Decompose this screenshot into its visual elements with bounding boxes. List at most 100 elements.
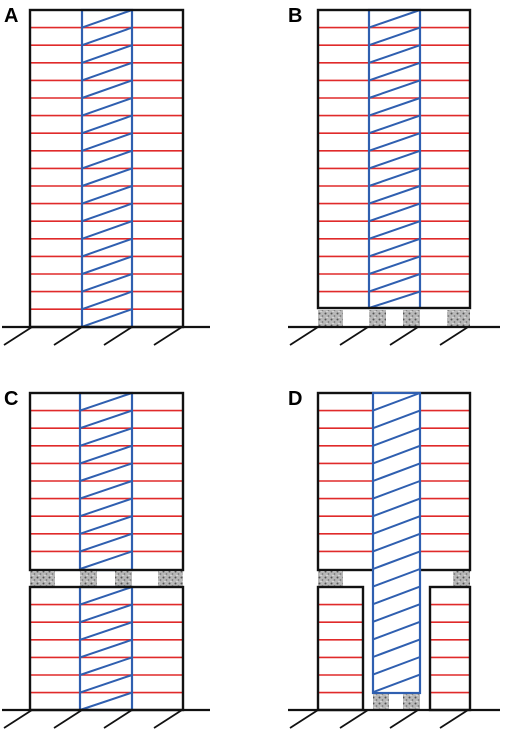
core-brace (368, 26, 421, 47)
core (371, 391, 422, 695)
core-brace (368, 114, 421, 135)
core-brace (81, 26, 133, 47)
core-brace (368, 44, 421, 64)
panel-label: D (288, 388, 302, 410)
core-brace (372, 603, 421, 623)
core-brace (368, 61, 421, 82)
core-brace (372, 550, 421, 570)
isolator (318, 310, 343, 326)
core-brace (81, 308, 133, 328)
core-brace (372, 462, 421, 482)
core-brace (81, 114, 133, 135)
ground-hatch (153, 709, 183, 729)
ground-hatch (339, 326, 369, 346)
core-brace (368, 149, 421, 170)
core-brace (81, 9, 133, 29)
isolator (30, 571, 55, 586)
core-brace (81, 79, 133, 99)
core-brace (81, 202, 133, 223)
core-brace (79, 480, 133, 500)
ground-hatch (53, 709, 83, 729)
core-brace (372, 480, 421, 500)
core-brace (368, 237, 421, 258)
isolator (403, 694, 420, 710)
core-brace (81, 255, 133, 275)
isolator (369, 310, 386, 326)
isolator (403, 310, 420, 326)
core-brace (368, 132, 421, 152)
core-brace (372, 585, 421, 606)
core-brace (372, 568, 421, 588)
core-brace (368, 9, 421, 29)
core-brace (372, 532, 421, 553)
core-brace (79, 550, 133, 570)
core-brace (79, 462, 133, 482)
core-brace (79, 691, 133, 711)
core-brace (79, 603, 133, 624)
ground-hatch (103, 326, 133, 346)
core-brace (79, 532, 133, 553)
frame (316, 8, 472, 310)
ground-hatch (439, 326, 469, 346)
isolator (447, 310, 470, 326)
core-brace (368, 185, 421, 205)
ground-hatch (3, 326, 33, 346)
core-brace (81, 97, 133, 117)
core-brace (79, 497, 133, 518)
isolator (453, 571, 470, 586)
core-brace (79, 444, 133, 465)
core-brace (81, 290, 133, 311)
ground-hatch (103, 709, 133, 729)
isolator (115, 571, 132, 586)
panel-label: C (4, 388, 18, 410)
core-brace (79, 586, 133, 606)
core-brace (368, 220, 421, 240)
core-brace (372, 444, 421, 465)
ground-hatch (289, 326, 319, 346)
core-brace (368, 79, 421, 99)
frame (28, 391, 185, 572)
core-brace (79, 621, 133, 641)
frame (428, 585, 472, 712)
ground-hatch (289, 709, 319, 729)
core-brace (368, 97, 421, 117)
core-brace (81, 185, 133, 205)
core-brace (368, 273, 421, 293)
panel-label: B (288, 5, 302, 27)
core-brace (79, 656, 133, 676)
ground-hatch (53, 326, 83, 346)
core-brace (372, 673, 421, 694)
core-brace (81, 237, 133, 258)
isolator (158, 571, 183, 586)
core-brace (372, 638, 421, 658)
panel-label: A (4, 5, 18, 27)
ground-hatch (389, 326, 419, 346)
core-brace (79, 392, 133, 412)
core-brace (372, 497, 421, 518)
frame (316, 585, 365, 712)
core-brace (81, 61, 133, 82)
core-brace (372, 515, 421, 535)
core-brace (368, 202, 421, 223)
core-brace (79, 427, 133, 447)
core-brace (372, 656, 421, 676)
core-brace (81, 149, 133, 170)
core-brace (81, 220, 133, 240)
core-brace (81, 132, 133, 152)
core-brace (372, 427, 421, 447)
ground-hatch (389, 709, 419, 729)
ground-hatch (3, 709, 33, 729)
core-brace (368, 167, 421, 187)
ground-hatch (153, 326, 183, 346)
core-brace (81, 167, 133, 187)
core-brace (372, 409, 421, 430)
core-brace (79, 409, 133, 430)
core-brace (79, 674, 133, 694)
core-brace (368, 290, 421, 309)
core-brace (79, 638, 133, 659)
ground-hatch (339, 709, 369, 729)
core-brace (81, 44, 133, 64)
core-brace (372, 392, 421, 412)
core-brace (368, 255, 421, 275)
